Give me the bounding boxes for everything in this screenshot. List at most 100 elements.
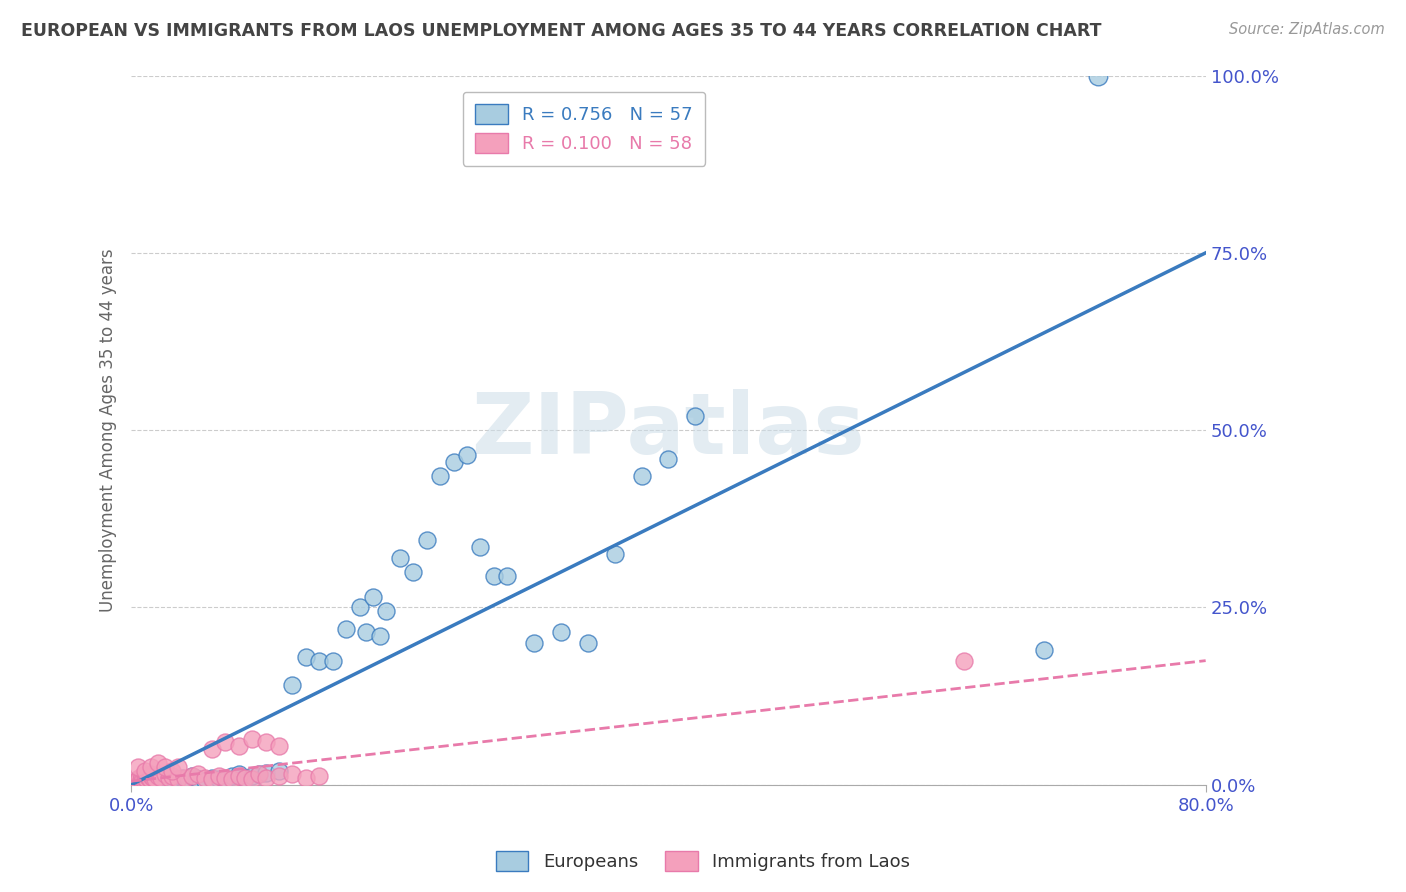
Point: [194, 774, 217, 789]
Point: [267, 764, 290, 778]
Point: [281, 678, 304, 692]
Point: [361, 590, 384, 604]
Point: [127, 772, 149, 786]
Point: [496, 568, 519, 582]
Point: [240, 731, 263, 746]
Point: [630, 469, 652, 483]
Point: [550, 625, 572, 640]
Point: [254, 735, 277, 749]
Point: [335, 622, 357, 636]
Point: [221, 772, 243, 786]
Text: Source: ZipAtlas.com: Source: ZipAtlas.com: [1229, 22, 1385, 37]
Point: [131, 774, 153, 789]
Point: [174, 773, 197, 788]
Point: [214, 773, 236, 788]
Point: [128, 771, 150, 785]
Point: [201, 771, 224, 785]
Point: [157, 772, 180, 787]
Point: [163, 773, 186, 788]
Point: [153, 775, 176, 789]
Point: [167, 772, 190, 786]
Point: [235, 771, 257, 785]
Point: [122, 775, 145, 789]
Point: [603, 547, 626, 561]
Point: [1087, 69, 1109, 83]
Point: [134, 771, 156, 785]
Point: [388, 550, 411, 565]
Text: ZIPatlas: ZIPatlas: [471, 389, 865, 472]
Point: [235, 771, 257, 785]
Text: EUROPEAN VS IMMIGRANTS FROM LAOS UNEMPLOYMENT AMONG AGES 35 TO 44 YEARS CORRELAT: EUROPEAN VS IMMIGRANTS FROM LAOS UNEMPLO…: [21, 22, 1101, 40]
Point: [180, 769, 202, 783]
Point: [124, 775, 146, 789]
Point: [160, 769, 183, 783]
Legend: R = 0.756   N = 57, R = 0.100   N = 58: R = 0.756 N = 57, R = 0.100 N = 58: [463, 92, 706, 166]
Point: [214, 735, 236, 749]
Point: [228, 767, 250, 781]
Point: [134, 772, 156, 786]
Point: [267, 769, 290, 783]
Point: [415, 533, 437, 547]
Point: [247, 767, 270, 781]
Point: [470, 540, 492, 554]
Point: [254, 766, 277, 780]
Point: [167, 772, 190, 786]
Point: [141, 771, 163, 785]
Point: [349, 600, 371, 615]
Point: [308, 654, 330, 668]
Point: [429, 469, 451, 483]
Point: [141, 767, 163, 781]
Point: [149, 772, 172, 786]
Point: [125, 773, 148, 788]
Point: [228, 769, 250, 783]
Point: [207, 772, 229, 786]
Point: [523, 636, 546, 650]
Point: [141, 760, 163, 774]
Point: [295, 650, 318, 665]
Point: [139, 772, 162, 786]
Point: [685, 409, 707, 423]
Point: [267, 739, 290, 753]
Point: [134, 767, 156, 781]
Point: [240, 769, 263, 783]
Point: [228, 739, 250, 753]
Point: [953, 654, 976, 668]
Point: [576, 636, 599, 650]
Point: [153, 760, 176, 774]
Point: [176, 772, 198, 786]
Point: [281, 767, 304, 781]
Point: [127, 774, 149, 789]
Point: [194, 771, 217, 785]
Point: [356, 625, 378, 640]
Point: [131, 772, 153, 786]
Point: [322, 654, 344, 668]
Point: [138, 771, 160, 785]
Point: [172, 771, 194, 785]
Point: [134, 764, 156, 778]
Point: [149, 771, 172, 785]
Point: [129, 773, 152, 788]
Point: [456, 448, 478, 462]
Point: [443, 455, 465, 469]
Point: [120, 776, 142, 790]
Point: [127, 760, 149, 774]
Point: [207, 769, 229, 783]
Point: [657, 451, 679, 466]
Point: [247, 767, 270, 781]
Point: [240, 772, 263, 786]
Point: [146, 774, 169, 789]
Point: [142, 771, 165, 785]
Point: [135, 772, 157, 786]
Point: [146, 769, 169, 783]
Point: [187, 767, 209, 781]
Point: [136, 775, 159, 789]
Point: [368, 629, 391, 643]
Point: [157, 771, 180, 785]
Point: [482, 568, 505, 582]
Point: [184, 771, 207, 785]
Point: [187, 772, 209, 786]
Point: [160, 764, 183, 778]
Point: [141, 769, 163, 783]
Point: [295, 771, 318, 785]
Point: [145, 772, 167, 786]
